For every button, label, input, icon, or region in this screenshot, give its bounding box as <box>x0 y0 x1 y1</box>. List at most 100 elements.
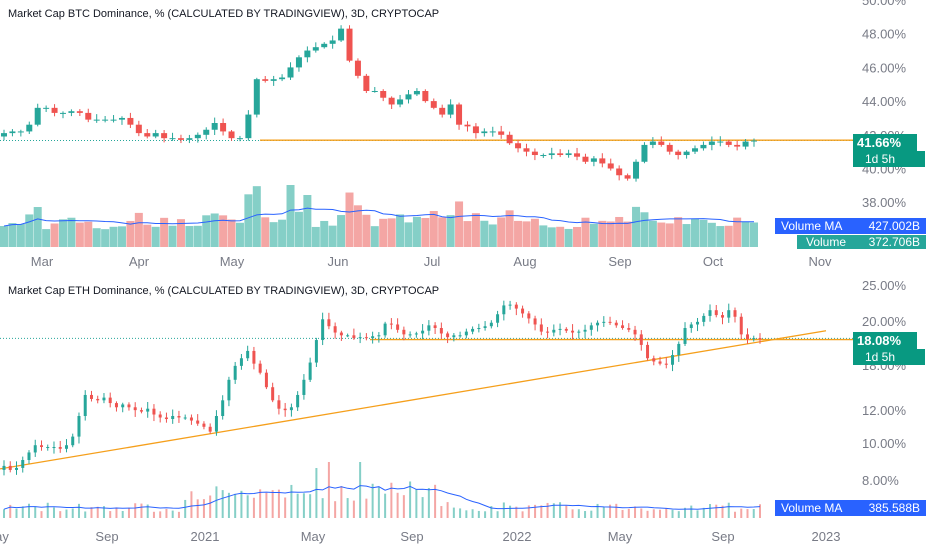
eth-volume-bar <box>590 510 593 518</box>
eth-volume-bar <box>390 482 393 518</box>
eth-volume-bar <box>209 495 212 518</box>
eth-volume-bar <box>240 490 243 518</box>
eth-candle <box>39 445 43 448</box>
btc-candle <box>456 104 463 125</box>
btc-volume-bar <box>471 213 480 247</box>
eth-candle <box>646 344 650 359</box>
eth-volume-bar <box>627 508 630 518</box>
eth-x-tick: Sep <box>95 529 118 544</box>
eth-volume-bar <box>546 502 549 518</box>
eth-volume-bar <box>521 511 524 518</box>
btc-volume-bar <box>337 215 346 247</box>
eth-candle <box>121 404 125 408</box>
eth-candle <box>727 310 731 318</box>
btc-candle <box>312 47 319 51</box>
eth-candle <box>371 336 375 339</box>
eth-candle <box>27 452 31 461</box>
eth-volume-bar <box>315 468 318 518</box>
eth-volume-bar <box>727 502 730 518</box>
eth-volume-bar <box>9 504 12 518</box>
btc-volume-bar <box>429 211 438 247</box>
btc-candle <box>262 79 269 81</box>
eth-volume-bar <box>421 497 424 518</box>
eth-x-tick: 2023 <box>812 529 841 544</box>
eth-chart-svg[interactable]: 25.00%20.00%18.00%12.00%10.00%8.00%aySep… <box>0 272 932 550</box>
btc-chart-svg[interactable]: 50.00%48.00%46.00%44.00%42.00%40.00%38.0… <box>0 0 932 272</box>
eth-candle <box>314 340 318 363</box>
eth-volume-bar <box>640 508 643 518</box>
eth-candle <box>414 333 418 335</box>
eth-volume-bar <box>65 509 68 518</box>
btc-candle <box>734 144 741 147</box>
eth-candle <box>46 447 50 449</box>
eth-candle <box>471 328 475 332</box>
eth-candle <box>333 326 337 333</box>
btc-candle <box>540 155 547 157</box>
btc-candle <box>295 57 302 68</box>
eth-volume-bar <box>27 503 30 518</box>
eth-volume-bar <box>684 507 687 518</box>
eth-volume-bar <box>34 506 37 518</box>
eth-candle <box>339 332 343 336</box>
eth-volume-bar <box>302 493 305 518</box>
eth-volume-bar <box>165 509 168 518</box>
btc-candle <box>616 168 623 176</box>
eth-volume-bar <box>752 509 755 518</box>
eth-candle <box>633 329 637 335</box>
eth-candle <box>283 408 287 411</box>
btc-volume-bar <box>303 195 312 247</box>
eth-candle <box>202 423 206 427</box>
btc-volume-bar <box>615 216 624 247</box>
eth-volume-bar <box>127 507 130 518</box>
btc-chart-title: Market Cap BTC Dominance, % (CALCULATED … <box>8 8 440 20</box>
btc-volume-bar <box>480 220 489 247</box>
btc-price-tag: 41.66% <box>853 134 917 151</box>
eth-volume-bar <box>609 504 612 518</box>
btc-volume-bar <box>84 221 93 247</box>
eth-candle <box>502 305 506 315</box>
btc-candle <box>203 129 210 135</box>
btc-candle <box>708 141 715 145</box>
btc-candle <box>245 114 252 139</box>
btc-y-tick: 44.00% <box>862 94 907 109</box>
eth-candle <box>277 400 281 409</box>
btc-volume-bar <box>455 201 464 247</box>
eth-volume-bar <box>509 505 512 518</box>
btc-volume-bar <box>421 217 430 247</box>
btc-volume-bar <box>691 218 700 247</box>
btc-volume-value: 372.706B <box>868 235 920 249</box>
btc-candle <box>127 117 134 125</box>
eth-volume-ma-value: 385.588B <box>868 501 920 515</box>
btc-volume-bar <box>564 228 573 247</box>
eth-candle <box>364 337 368 339</box>
eth-volume-bar <box>359 462 362 518</box>
btc-volume-bar <box>446 215 455 247</box>
btc-candle <box>169 138 176 140</box>
eth-candle <box>96 398 100 401</box>
eth-candle <box>639 334 643 345</box>
eth-candle <box>596 322 600 326</box>
eth-volume-bar <box>496 511 499 518</box>
eth-volume-bar <box>140 503 143 518</box>
eth-candle <box>396 324 400 330</box>
btc-candle <box>481 131 488 134</box>
btc-candle <box>51 107 58 113</box>
eth-volume-bar <box>252 497 255 518</box>
eth-candle <box>696 321 700 325</box>
btc-candle <box>430 101 437 108</box>
btc-candle <box>582 156 589 162</box>
btc-x-tick: Aug <box>513 254 536 269</box>
btc-volume-ma-tag: Volume MA 427.002B <box>775 218 926 234</box>
eth-volume-bar <box>602 506 605 518</box>
btc-x-tick: Mar <box>31 254 54 269</box>
eth-volume-bar <box>271 490 274 518</box>
btc-volume-bar <box>699 219 708 247</box>
eth-volume-bar <box>709 504 712 518</box>
eth-candle <box>583 329 587 332</box>
btc-volume-bar <box>101 229 110 247</box>
eth-candle <box>433 325 437 329</box>
eth-volume-bar <box>90 507 93 518</box>
btc-volume-bar <box>134 212 143 247</box>
btc-volume-bar <box>109 226 118 247</box>
eth-candle <box>89 394 93 399</box>
